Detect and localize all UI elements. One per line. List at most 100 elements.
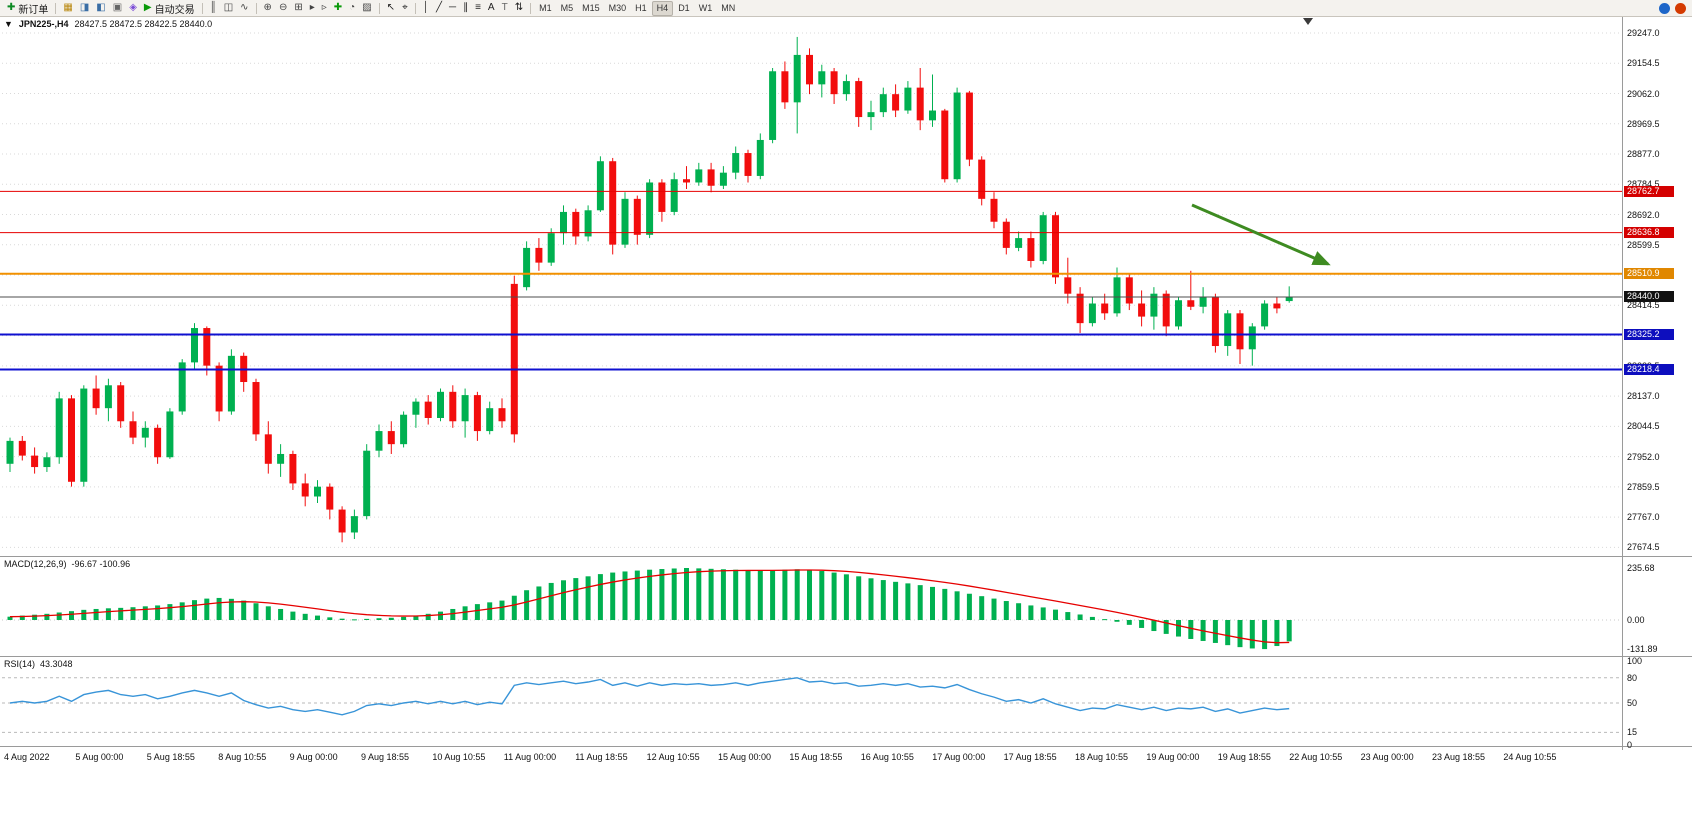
macd-histogram-bar bbox=[1176, 620, 1181, 637]
macd-histogram-bar bbox=[265, 606, 271, 620]
timeframe-w1-button[interactable]: W1 bbox=[698, 3, 713, 13]
macd-histogram-bar bbox=[93, 608, 99, 620]
macd-histogram-bar bbox=[966, 593, 972, 620]
bar-chart-button[interactable]: ║ bbox=[207, 1, 220, 15]
horizontal-line-button[interactable]: ─ bbox=[446, 1, 459, 15]
line-chart-button[interactable]: ∿ bbox=[237, 1, 251, 15]
macd-histogram-bar bbox=[253, 603, 259, 620]
macd-histogram-bar bbox=[610, 572, 616, 620]
macd-histogram-bar bbox=[942, 588, 948, 620]
crosshair-button[interactable]: ⌖ bbox=[399, 1, 411, 15]
timeframe-h1-button[interactable]: H1 bbox=[635, 3, 647, 13]
timeframe-h4-button[interactable]: H4 bbox=[651, 0, 674, 16]
cursor-button[interactable]: ↖ bbox=[384, 1, 398, 15]
indicators-button[interactable]: ✚ bbox=[331, 1, 345, 15]
candle-body bbox=[867, 112, 875, 118]
strategy-tester-button[interactable]: ◈ bbox=[126, 1, 140, 15]
macd-histogram-bar bbox=[794, 569, 800, 620]
macd-histogram-bar bbox=[204, 598, 210, 620]
autotrading-button[interactable]: ▶ 自动交易 bbox=[141, 1, 198, 16]
candle-body bbox=[916, 87, 924, 121]
macd-histogram-bar bbox=[671, 568, 677, 620]
candle-body bbox=[1088, 303, 1096, 324]
macd-histogram-bar bbox=[1274, 620, 1280, 647]
chart-shift-button[interactable]: ▹ bbox=[319, 1, 330, 15]
bar-chart-icon: ║ bbox=[209, 2, 217, 13]
timeframe-d1-button[interactable]: D1 bbox=[678, 3, 690, 13]
community-icon[interactable] bbox=[1659, 2, 1670, 14]
text-label-button[interactable]: T bbox=[499, 1, 511, 15]
zoom-out-icon: ⊖ bbox=[278, 2, 288, 13]
candle-body bbox=[1015, 238, 1023, 248]
candle-body bbox=[547, 233, 555, 263]
candle-body bbox=[338, 509, 346, 533]
timeframe-mn-button[interactable]: MN bbox=[721, 3, 736, 13]
trendline-button[interactable]: ╱ bbox=[433, 1, 445, 15]
macd-histogram-bar bbox=[561, 580, 566, 620]
candle-body bbox=[965, 92, 973, 160]
candle-body bbox=[1273, 303, 1281, 309]
chart-menu-icon[interactable]: ▼ bbox=[4, 19, 13, 29]
candle-body bbox=[1236, 313, 1244, 350]
candle-body bbox=[129, 421, 137, 438]
alert-icon[interactable] bbox=[1675, 2, 1686, 14]
annotation-arrow[interactable] bbox=[1191, 203, 1331, 266]
candle-body bbox=[941, 110, 949, 180]
text-button[interactable]: A bbox=[485, 1, 498, 15]
candle-body bbox=[412, 401, 420, 415]
equidistant-channel-icon: ∥ bbox=[463, 2, 469, 13]
macd-histogram-bar bbox=[1028, 605, 1034, 620]
candle-body bbox=[314, 486, 321, 497]
macd-histogram-bar bbox=[757, 570, 763, 620]
navigator-button[interactable]: ◧ bbox=[93, 1, 108, 15]
market-watch-button[interactable]: ▦ bbox=[60, 1, 75, 15]
arrows-icon: ⇅ bbox=[514, 2, 524, 13]
timeframe-m5-button[interactable]: M5 bbox=[560, 3, 574, 13]
periods-button[interactable]: ◔ bbox=[346, 1, 358, 15]
chart-shift-marker[interactable] bbox=[1303, 18, 1313, 25]
pane-separator-rsi-timeaxis bbox=[0, 746, 1692, 747]
macd-histogram-bar bbox=[474, 604, 480, 620]
zoom-in-button[interactable]: ⊕ bbox=[261, 1, 275, 15]
candle-body bbox=[633, 198, 641, 235]
timeframe-m15-button[interactable]: M15 bbox=[582, 3, 600, 13]
vertical-line-button[interactable]: │ bbox=[420, 1, 432, 15]
candle-body bbox=[978, 159, 986, 199]
arrows-button[interactable]: ⇅ bbox=[512, 1, 526, 15]
candle-body bbox=[584, 210, 592, 237]
macd-label: MACD(12,26,9) bbox=[4, 559, 67, 569]
pane-separator-macd-rsi[interactable] bbox=[0, 656, 1692, 657]
macd-histogram-bar bbox=[44, 613, 50, 620]
data-window-button[interactable]: ◨ bbox=[77, 1, 92, 15]
text-icon: A bbox=[487, 2, 495, 13]
macd-histogram-bar bbox=[118, 607, 124, 620]
macd-histogram-bar bbox=[524, 590, 530, 620]
zoom-out-button[interactable]: ⊖ bbox=[276, 1, 290, 15]
timeframe-m30-button[interactable]: M30 bbox=[608, 3, 627, 13]
candle-body bbox=[855, 81, 863, 118]
candle-body bbox=[215, 365, 223, 412]
candle-body bbox=[486, 408, 494, 432]
pane-separator-chart-macd[interactable] bbox=[0, 556, 1692, 557]
tile-windows-button[interactable]: ⊞ bbox=[291, 1, 305, 15]
timeframe-m1-button[interactable]: M1 bbox=[539, 3, 552, 13]
chart-header: ▼ JPN225-,H4 28427.5 28472.5 28422.5 284… bbox=[4, 19, 212, 29]
candle-body bbox=[203, 328, 211, 366]
candlestick-chart-button[interactable]: ◫ bbox=[221, 1, 236, 15]
macd-histogram-bar bbox=[659, 569, 665, 620]
candle-body bbox=[830, 71, 838, 95]
candle-body bbox=[1187, 300, 1195, 307]
macd-histogram-bar bbox=[425, 613, 431, 620]
candle-body bbox=[43, 457, 51, 468]
candle-body bbox=[461, 395, 469, 422]
terminal-button[interactable]: ▣ bbox=[110, 1, 125, 15]
candle-body bbox=[1125, 277, 1133, 304]
fibonacci-button[interactable]: ≡ bbox=[472, 1, 484, 15]
templates-button[interactable]: ▨ bbox=[359, 1, 374, 15]
auto-scroll-button[interactable]: ▸ bbox=[307, 1, 318, 15]
candle-body bbox=[769, 71, 777, 140]
new-order-button[interactable]: ✚ 新订单 bbox=[4, 1, 51, 16]
equidistant-channel-button[interactable]: ∥ bbox=[460, 1, 471, 15]
candle-body bbox=[264, 434, 272, 464]
